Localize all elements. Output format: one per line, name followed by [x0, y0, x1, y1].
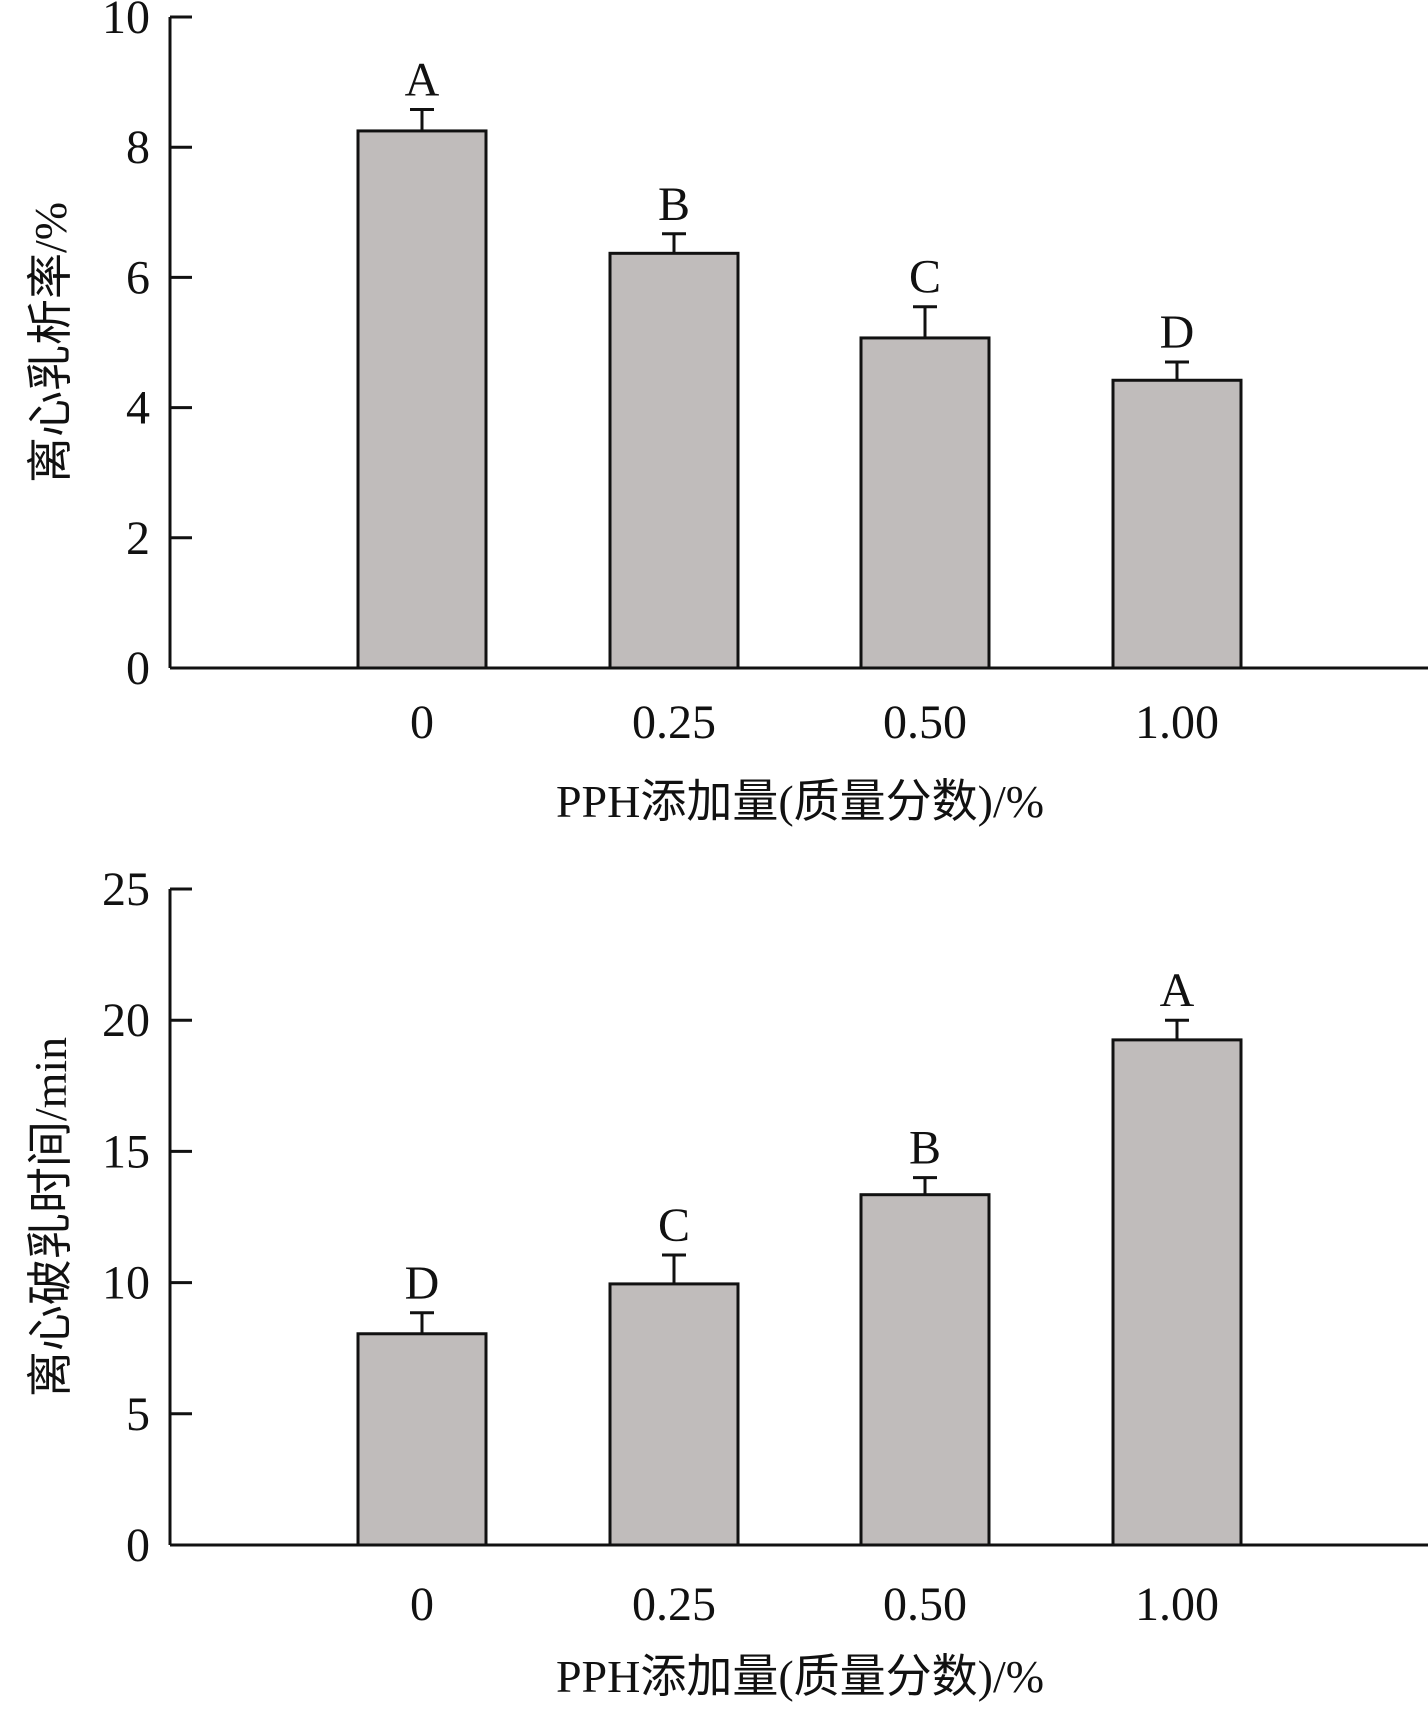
y-tick-label: 10 — [102, 1257, 150, 1310]
bar — [356, 1332, 488, 1547]
x-tick-label: 0.50 — [883, 1578, 967, 1631]
significance-label: C — [909, 251, 941, 304]
chart-panel-1: 0 2 4 6 8 10 A 0 B 0.25 C 0.50 D 1.00 PPH添加量(质量分数)/% 离心… — [25, 0, 1428, 827]
bar — [608, 251, 740, 670]
x-tick-label: 1.00 — [1135, 696, 1219, 749]
y-tick-label: 10 — [102, 0, 150, 44]
y-tick-label: 0 — [126, 1519, 150, 1572]
chart-panel-2: 0 5 10 15 20 25 D 0 C 0.25 B 0.50 A 1.00 PPH添加量(质量分数)/… — [25, 863, 1428, 1702]
significance-label: D — [1160, 306, 1195, 359]
y-axis-title: 离心破乳时间/min — [25, 1037, 76, 1397]
x-tick-label: 0 — [410, 696, 434, 749]
x-tick-label: 0.25 — [632, 696, 716, 749]
y-tick-label: 25 — [102, 863, 150, 916]
significance-label: B — [658, 178, 690, 231]
x-tick-label: 0.50 — [883, 696, 967, 749]
significance-label: A — [405, 53, 440, 106]
y-tick-label: 15 — [102, 1125, 150, 1178]
x-axis-title: PPH添加量(质量分数)/% — [556, 1651, 1044, 1702]
y-tick-label: 20 — [102, 994, 150, 1047]
significance-label: B — [909, 1122, 941, 1175]
bar — [356, 129, 488, 670]
bar — [608, 1282, 740, 1547]
bar — [859, 1193, 991, 1547]
y-tick-label: 4 — [126, 382, 150, 435]
y-tick-label: 8 — [126, 121, 150, 174]
significance-label: C — [658, 1199, 690, 1252]
x-tick-label: 1.00 — [1135, 1578, 1219, 1631]
x-tick-label: 0 — [410, 1578, 434, 1631]
bar — [1111, 378, 1243, 670]
y-tick-label: 6 — [126, 251, 150, 304]
y-tick-label: 5 — [126, 1388, 150, 1441]
y-tick-label: 2 — [126, 512, 150, 565]
bar — [1111, 1038, 1243, 1547]
x-axis-title: PPH添加量(质量分数)/% — [556, 776, 1044, 827]
bar — [859, 336, 991, 670]
significance-label: D — [405, 1257, 440, 1310]
significance-label: A — [1160, 964, 1195, 1017]
y-axis-title: 离心乳析率/% — [25, 202, 76, 483]
y-tick-label: 0 — [126, 642, 150, 695]
x-tick-label: 0.25 — [632, 1578, 716, 1631]
